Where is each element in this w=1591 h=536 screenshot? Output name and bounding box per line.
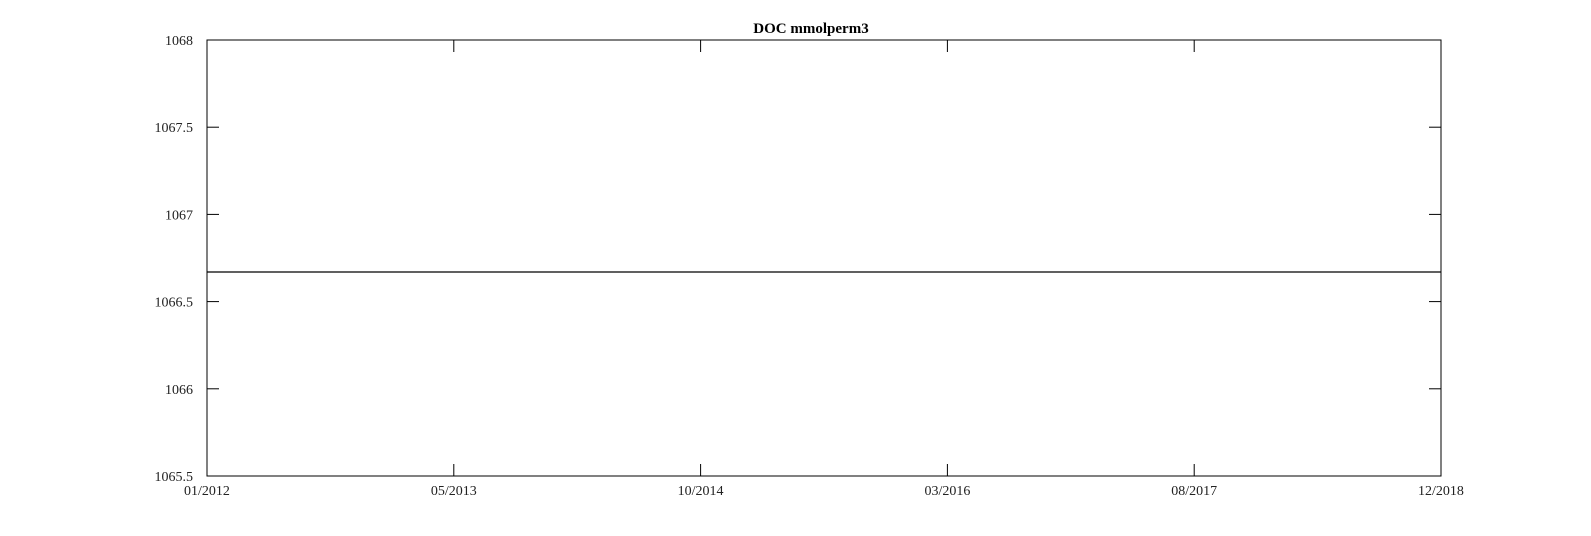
x-axis: 01/2012 05/2013 10/2014 03/2016 08/2017 12/20… bbox=[184, 40, 1464, 499]
y-tick-label: 1066.5 bbox=[155, 296, 194, 311]
y-tick-label: 1067 bbox=[165, 208, 193, 223]
y-axis: 1068 1067.5 1067 1066.5 1066 1065.5 bbox=[155, 34, 1441, 485]
plot-frame bbox=[206, 39, 1442, 477]
x-tick-label: 12/2018 bbox=[1418, 484, 1464, 499]
y-tick-label: 1068 bbox=[165, 34, 193, 49]
y-tick-label: 1066 bbox=[165, 383, 193, 398]
x-tick-label: 08/2017 bbox=[1171, 484, 1217, 499]
y-tick-label: 1065.5 bbox=[155, 470, 194, 485]
x-tick-label: 05/2013 bbox=[431, 484, 477, 499]
x-tick-label: 01/2012 bbox=[184, 484, 230, 499]
x-tick-label: 03/2016 bbox=[924, 484, 970, 499]
x-tick-label: 10/2014 bbox=[678, 484, 724, 499]
chart-title: DOC mmolperm3 bbox=[753, 21, 868, 37]
y-tick-label: 1067.5 bbox=[155, 121, 194, 136]
